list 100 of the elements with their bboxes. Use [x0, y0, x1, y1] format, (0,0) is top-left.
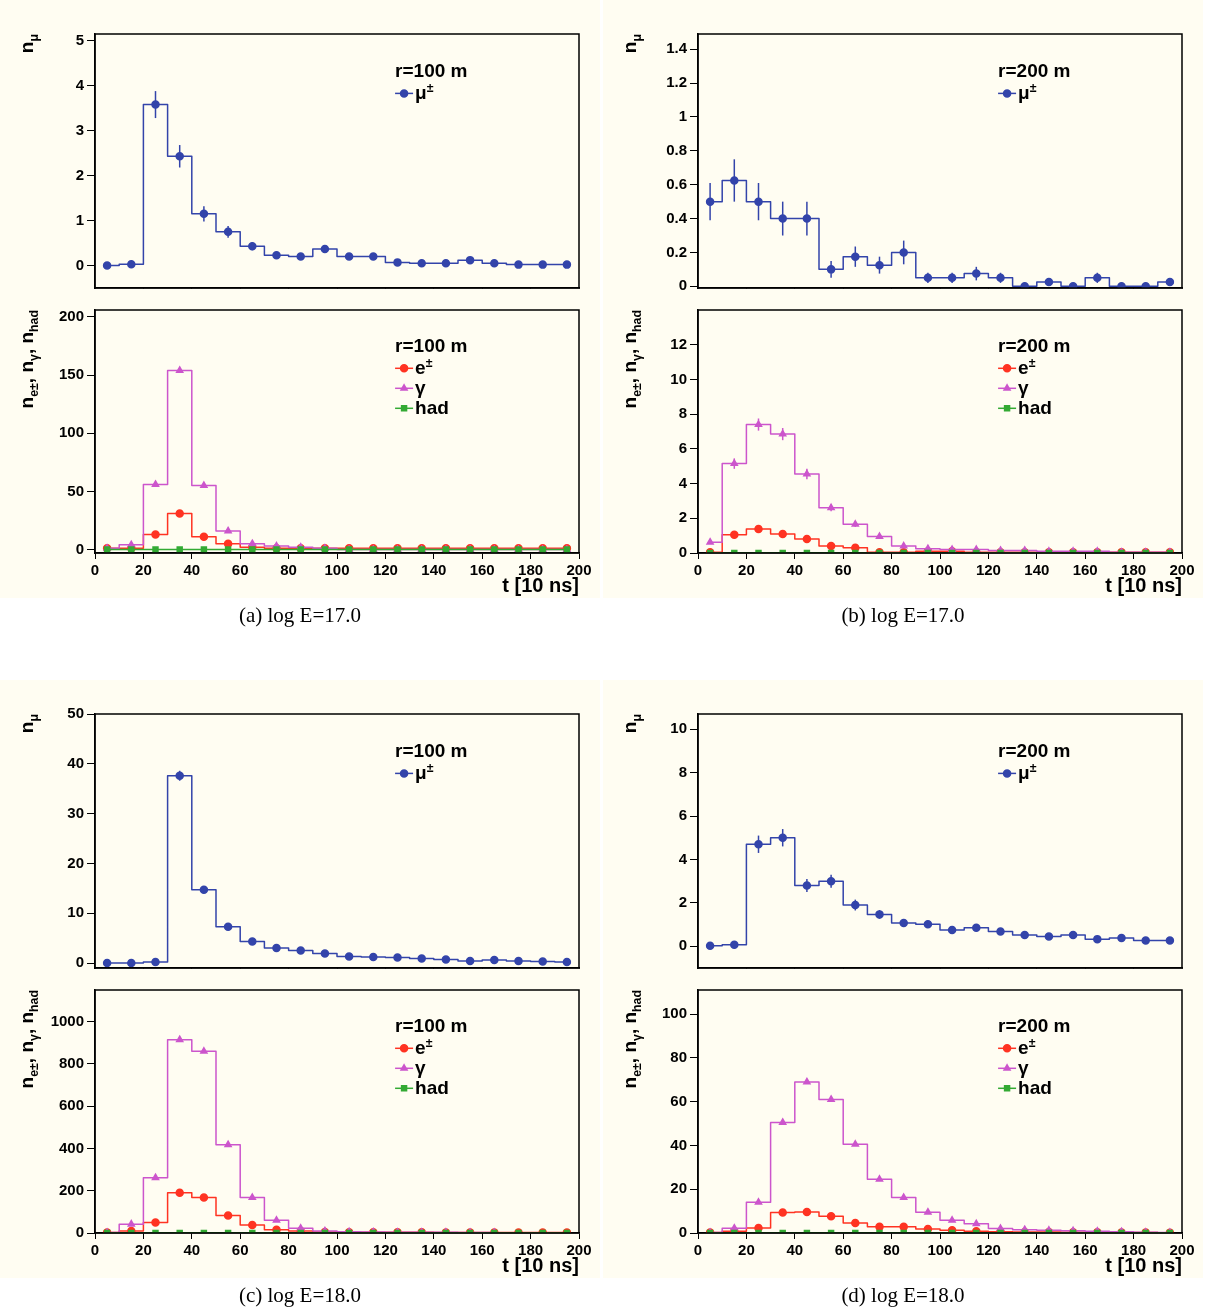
- y-axis-title: ne±, nγ, nhad: [16, 309, 41, 409]
- y-tick-label: 8: [678, 404, 687, 422]
- x-tick-label: 120: [372, 561, 398, 579]
- y-tick-label: 12: [670, 334, 687, 352]
- y-axis-title: nμ: [16, 33, 41, 54]
- y-tick-label: 0.2: [666, 242, 687, 260]
- legend-label: γ: [1018, 1057, 1030, 1079]
- x-tick-label: 80: [883, 1241, 900, 1259]
- y-axis-title: ne±, nγ, nhad: [16, 989, 41, 1089]
- y-tick-label: 50: [67, 704, 84, 722]
- legend-label: μ±: [1018, 760, 1037, 784]
- legend-label: μ±: [415, 760, 434, 784]
- x-tick-label: 0: [693, 561, 703, 579]
- text: (d) log E=18.0: [840, 1283, 966, 1308]
- y-tick-label: 10: [670, 369, 687, 387]
- x-tick-label: 100: [927, 561, 953, 579]
- x-tick-label: 160: [469, 1241, 495, 1259]
- legend-label: μ±: [1018, 80, 1037, 104]
- x-tick-label: 80: [280, 1241, 297, 1259]
- legend-title: r=200 m: [998, 1015, 1071, 1037]
- x-tick-label: 40: [183, 1241, 201, 1259]
- x-tick-label: 40: [183, 561, 201, 579]
- y-tick-label: 200: [58, 1180, 84, 1198]
- y-tick-label: 10: [670, 719, 687, 737]
- y-tick-label: 2: [678, 893, 687, 911]
- x-tick-label: 40: [786, 1241, 804, 1259]
- y-tick-label: 0: [678, 276, 687, 294]
- legend-label: e±: [415, 1035, 433, 1059]
- x-tick-label: 20: [738, 1241, 755, 1259]
- y-axis-title: ne±, nγ, nhad: [619, 989, 644, 1089]
- y-tick-label: 200: [58, 307, 84, 325]
- y-tick-label: 0: [678, 1223, 687, 1241]
- y-tick-label: 6: [678, 806, 687, 824]
- y-tick-label: 1000: [50, 1011, 84, 1029]
- y-tick-label: 0: [75, 539, 84, 557]
- x-tick-label: 140: [421, 1241, 447, 1259]
- x-tick-label: 20: [135, 561, 152, 579]
- y-tick-label: 6: [678, 439, 687, 456]
- y-tick-label: 0.8: [666, 140, 687, 158]
- legend-title: r=200 m: [998, 60, 1071, 82]
- x-tick-label: 80: [883, 561, 900, 579]
- legend-title: r=100 m: [395, 60, 468, 82]
- y-tick-label: 80: [670, 1048, 687, 1066]
- legend-label: e±: [415, 355, 433, 379]
- x-tick-label: 0: [90, 561, 100, 579]
- y-tick-label: 20: [67, 853, 84, 871]
- x-tick-label: 100: [324, 1241, 350, 1259]
- y-tick-label: 1.4: [666, 39, 688, 57]
- text: (b) log E=17.0: [840, 603, 966, 628]
- x-tick-label: 120: [975, 561, 1001, 579]
- x-tick-label: 140: [1024, 561, 1050, 579]
- y-tick-label: 800: [58, 1054, 84, 1072]
- x-tick-label: 160: [1072, 561, 1098, 579]
- y-tick-label: 1: [678, 107, 687, 125]
- legend-label: γ: [1018, 377, 1030, 399]
- y-tick-label: 50: [67, 481, 84, 499]
- x-tick-label: 120: [372, 1241, 398, 1259]
- legend-title: r=200 m: [998, 335, 1071, 357]
- y-tick-label: 40: [670, 1135, 687, 1153]
- y-tick-label: 1: [75, 210, 84, 228]
- legend-label: had: [415, 1077, 449, 1099]
- y-tick-label: 4: [678, 849, 688, 867]
- legend-label: e±: [1018, 355, 1036, 379]
- y-tick-label: 4: [75, 75, 85, 93]
- x-tick-label: 40: [786, 561, 804, 579]
- y-tick-label: 2: [678, 508, 687, 526]
- x-tick-label: 20: [135, 1241, 152, 1259]
- x-tick-label: 0: [90, 1241, 100, 1259]
- y-tick-label: 0: [75, 255, 84, 273]
- y-tick-label: 600: [58, 1096, 84, 1114]
- y-tick-label: 3: [75, 120, 84, 138]
- y-tick-label: 0: [678, 543, 687, 561]
- legend-title: r=100 m: [395, 1015, 468, 1037]
- text: (a) log E=17.0: [237, 603, 363, 628]
- y-tick-label: 2: [75, 165, 84, 183]
- y-tick-label: 100: [661, 1004, 687, 1022]
- y-axis-title: nμ: [619, 713, 644, 734]
- text: (c) log E=18.0: [237, 1283, 363, 1308]
- x-tick-label: 160: [1072, 1241, 1098, 1259]
- y-tick-label: 1.2: [666, 73, 687, 91]
- y-tick-label: 0: [75, 1223, 84, 1241]
- y-tick-label: 60: [670, 1091, 687, 1109]
- legend-label: e±: [1018, 1035, 1036, 1059]
- legend-label: μ±: [415, 80, 434, 104]
- y-tick-label: 20: [670, 1179, 687, 1197]
- x-tick-label: 60: [231, 561, 249, 579]
- x-tick-label: 60: [231, 1241, 249, 1259]
- y-tick-label: 0: [75, 953, 84, 971]
- legend-title: r=100 m: [395, 335, 468, 357]
- x-tick-label: 60: [834, 561, 852, 579]
- y-tick-label: 150: [58, 365, 84, 383]
- legend-label: had: [1018, 397, 1052, 419]
- legend-label: had: [1018, 1077, 1052, 1099]
- y-axis-title: nμ: [16, 713, 41, 734]
- x-tick-label: 100: [927, 1241, 953, 1259]
- legend-label: γ: [415, 1057, 427, 1079]
- x-tick-label: 100: [324, 561, 350, 579]
- y-tick-label: 400: [58, 1138, 84, 1156]
- y-tick-label: 8: [678, 762, 687, 780]
- legend-title: r=100 m: [395, 740, 468, 762]
